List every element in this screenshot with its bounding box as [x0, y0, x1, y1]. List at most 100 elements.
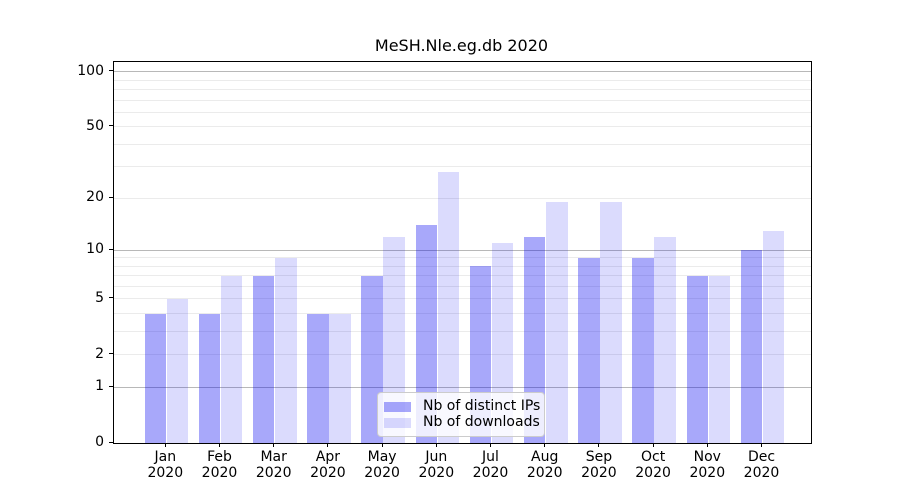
legend-entry-distinct-ips: Nb of distinct IPs: [384, 399, 540, 414]
y-tick-label-20: 20: [86, 189, 104, 206]
y-tick-label-0: 0: [95, 434, 104, 450]
y-tick-50: [109, 125, 113, 127]
gridline-minor-70: [114, 99, 811, 101]
gridline-minor-80: [114, 88, 811, 90]
x-tick-label-nov: Nov 2020: [679, 449, 735, 481]
x-tick-apr: [327, 443, 329, 447]
x-tick-label-jul: Jul 2020: [463, 449, 519, 481]
bar-downloads-aug: [546, 202, 568, 443]
gridline-minor-5: [114, 298, 811, 300]
x-tick-label-feb: Feb 2020: [192, 449, 248, 481]
bar-distinct-ips-aug: [523, 236, 546, 443]
bar-distinct-ips-oct: [632, 257, 654, 443]
gridline-minor-20: [114, 197, 811, 199]
x-tick-month-apr: Apr: [315, 449, 340, 465]
x-tick-label-mar: Mar 2020: [246, 449, 302, 481]
bars-layer: [114, 62, 811, 443]
x-tick-year-may: 2020: [364, 465, 400, 481]
x-tick-year-sep: 2020: [581, 465, 617, 481]
x-tick-month-sep: Sep: [585, 449, 613, 465]
gridline-minor-50: [114, 126, 811, 128]
bar-distinct-ips-feb: [198, 313, 221, 443]
gridline-minor-6: [114, 285, 811, 287]
x-tick-feb: [219, 443, 220, 447]
x-tick-month-jul: Jul: [482, 449, 499, 465]
gridline-major-10: [114, 249, 811, 251]
x-tick-month-feb: Feb: [207, 449, 232, 465]
x-tick-month-nov: Nov: [693, 449, 721, 465]
bar-downloads-dec: [762, 230, 785, 443]
bar-downloads-may: [383, 236, 405, 443]
x-tick-year-jun: 2020: [418, 465, 455, 481]
x-tick-label-may: May 2020: [354, 449, 410, 481]
x-tick-jul: [490, 443, 491, 447]
chart-title: MeSH.Nle.eg.db 2020: [374, 36, 549, 55]
x-tick-year-nov: 2020: [689, 465, 726, 481]
x-tick-nov: [706, 443, 708, 447]
x-tick-year-oct: 2020: [635, 465, 671, 481]
x-tick-oct: [652, 443, 654, 447]
bar-distinct-ips-apr: [307, 313, 329, 443]
x-tick-label-jun: Jun 2020: [408, 449, 464, 481]
legend-swatch-downloads-icon: [384, 417, 411, 428]
bar-distinct-ips-mar: [252, 275, 275, 443]
legend-entry-downloads: Nb of downloads: [384, 415, 540, 430]
bar-downloads-oct: [654, 236, 676, 443]
x-tick-year-dec: 2020: [743, 465, 780, 481]
x-tick-aug: [544, 443, 546, 447]
x-tick-label-jan: Jan 2020: [137, 449, 193, 481]
x-tick-jun: [435, 443, 437, 447]
x-tick-label-apr: Apr 2020: [300, 449, 356, 481]
y-tick-label-1: 1: [95, 378, 104, 395]
x-tick-year-feb: 2020: [201, 465, 238, 481]
bar-downloads-apr: [329, 313, 351, 443]
gridline-minor-3: [114, 330, 811, 332]
bar-downloads-feb: [220, 275, 243, 443]
y-tick-label-5: 5: [95, 289, 104, 306]
gridline-minor-9: [114, 257, 811, 259]
y-tick-1: [109, 385, 113, 387]
gridline-major-1: [114, 386, 811, 388]
x-tick-year-apr: 2020: [310, 465, 346, 481]
gridline-minor-60: [114, 111, 811, 113]
x-tick-month-may: May: [367, 449, 397, 465]
y-tick-label-100: 100: [77, 62, 104, 79]
y-tick-20: [109, 196, 113, 198]
x-tick-label-dec: Dec 2020: [734, 449, 790, 481]
x-tick-month-jun: Jun: [425, 449, 448, 465]
bar-distinct-ips-jan: [144, 313, 166, 443]
bar-downloads-nov: [708, 275, 731, 443]
y-tick-10: [109, 248, 113, 250]
x-tick-month-oct: Oct: [640, 449, 666, 465]
y-tick-label-50: 50: [86, 117, 104, 134]
legend-label-distinct-ips: Nb of distinct IPs: [423, 398, 541, 414]
x-tick-may: [381, 443, 383, 447]
gridline-major-100: [114, 71, 811, 73]
y-tick-2: [109, 353, 113, 355]
gridline-minor-2: [114, 354, 811, 356]
bar-downloads-sep: [600, 202, 622, 443]
gridline-minor-7: [114, 275, 811, 277]
y-tick-label-2: 2: [95, 345, 104, 362]
bar-distinct-ips-nov: [686, 275, 708, 443]
x-tick-dec: [761, 443, 762, 447]
legend-swatch-distinct-ips-icon: [384, 401, 411, 412]
x-tick-month-mar: Mar: [260, 449, 287, 465]
x-tick-year-aug: 2020: [526, 465, 563, 481]
gridline-minor-90: [114, 79, 811, 81]
bar-distinct-ips-sep: [578, 257, 600, 443]
x-tick-label-aug: Aug 2020: [517, 449, 573, 481]
legend: Nb of distinct IPs Nb of downloads: [377, 392, 545, 437]
x-tick-month-aug: Aug: [531, 449, 559, 465]
x-tick-year-mar: 2020: [255, 465, 292, 481]
bar-downloads-mar: [275, 257, 297, 443]
x-tick-year-jan: 2020: [147, 465, 184, 481]
plot-area: [113, 61, 812, 444]
x-tick-month-jan: Jan: [154, 449, 177, 465]
y-tick-0: [109, 441, 113, 443]
x-tick-label-oct: Oct 2020: [625, 449, 681, 481]
gridline-minor-40: [114, 143, 811, 145]
gridline-minor-8: [114, 265, 811, 267]
bar-downloads-jan: [166, 298, 189, 443]
